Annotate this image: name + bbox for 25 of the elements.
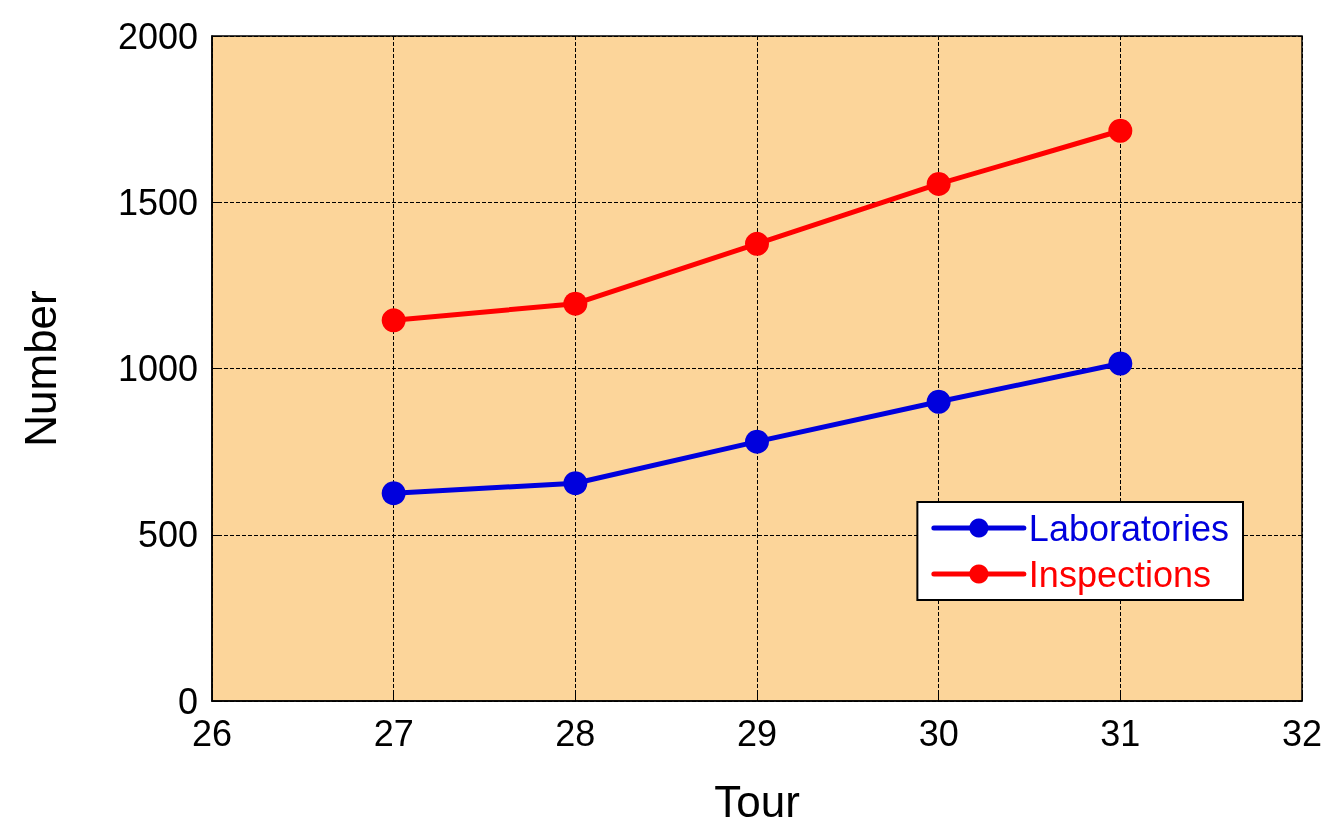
y-axis-title: Number — [15, 290, 65, 447]
point — [745, 429, 769, 454]
legend-label: Inspections — [1028, 553, 1211, 595]
x-axis-title: Tour — [714, 776, 800, 826]
x-tick-label: 29 — [736, 712, 778, 754]
point — [926, 171, 951, 196]
y-tick-label: 500 — [137, 514, 198, 556]
point — [1108, 351, 1133, 376]
point — [745, 231, 769, 256]
point — [563, 471, 588, 496]
point — [563, 291, 588, 316]
point — [381, 308, 406, 333]
x-tick-label: 27 — [373, 712, 414, 754]
x-tick-label: 30 — [918, 712, 959, 754]
point — [1108, 118, 1133, 143]
x-tick-label: 28 — [555, 712, 596, 754]
y-tick-label: 2000 — [117, 15, 198, 57]
y-tick-label: 1500 — [117, 181, 198, 223]
point — [381, 481, 406, 506]
y-tick-label: 0 — [177, 680, 198, 722]
point — [926, 389, 951, 414]
legend-label: Laboratories — [1028, 507, 1230, 549]
x-tick-label: 32 — [1281, 712, 1323, 754]
y-tick-label: 1000 — [117, 348, 198, 389]
x-tick-label: 31 — [1100, 712, 1141, 754]
